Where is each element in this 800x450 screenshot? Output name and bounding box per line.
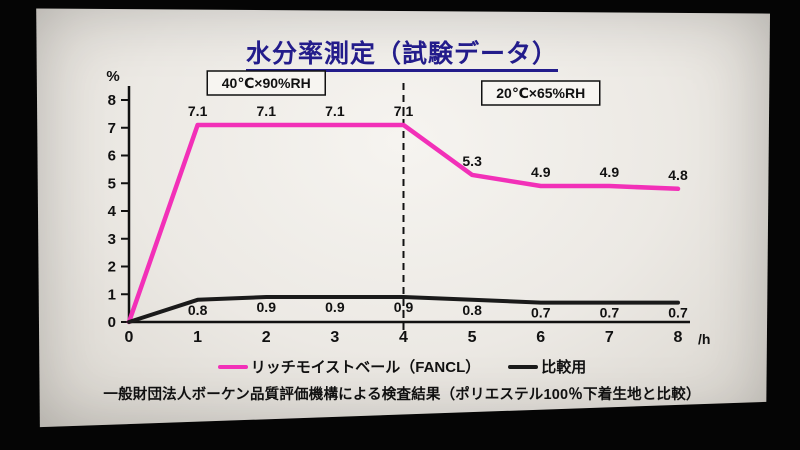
- point-label: 0.9: [325, 299, 345, 315]
- slide-title: 水分率測定（試験データ）: [245, 40, 558, 68]
- point-label: 0.7: [531, 305, 551, 321]
- point-label: 0.8: [188, 302, 208, 318]
- y-tick-label: 3: [108, 231, 116, 248]
- point-label: 4.8: [668, 167, 688, 183]
- point-label: 0.7: [600, 305, 620, 321]
- point-label: 0.7: [668, 305, 688, 321]
- x-tick-label: 2: [262, 329, 271, 346]
- chart-svg: % 0 1 2 3 4 5 6 7 8 0 1 2 3 4 5 6 7 8/h 7.1 7.1 7.1 7.1 5.3 4.9 4…: [106, 68, 710, 347]
- legend-label-fancl: リッチモイストベール（FANCL）: [250, 359, 481, 376]
- y-tick-label: 5: [108, 175, 116, 192]
- x-tick-label: 0: [125, 329, 134, 346]
- moisture-chart: % 0 1 2 3 4 5 6 7 8 0 1 2 3 4 5 6 7 8/h 7.1 7.1 7.1 7.1 5.3 4.9 4…: [78, 65, 718, 350]
- x-axis-unit: /h: [698, 331, 710, 347]
- point-label: 5.3: [462, 153, 482, 169]
- y-tick-label: 8: [108, 92, 116, 109]
- y-tick-label: 6: [108, 148, 116, 165]
- x-tick-label: 1: [193, 329, 202, 346]
- y-tick-label: 2: [108, 259, 116, 276]
- point-label: 0.9: [257, 299, 277, 315]
- legend-line-black: [508, 364, 539, 369]
- point-label: 4.9: [600, 164, 620, 180]
- legend-label-comparison: 比較用: [541, 359, 587, 376]
- condition-label: 40℃×90%RH: [222, 75, 311, 91]
- point-label: 7.1: [325, 103, 345, 119]
- y-tick-label: 1: [108, 286, 116, 303]
- y-tick-label: 4: [108, 203, 117, 220]
- legend-item-comparison: 比較用: [508, 356, 586, 377]
- point-label: 0.9: [394, 299, 414, 315]
- condition-label: 20℃×65%RH: [496, 85, 585, 101]
- series-line-1: [127, 295, 680, 324]
- y-tick-label: 7: [108, 120, 116, 137]
- x-tick-label: 8: [674, 329, 683, 346]
- condition-box: [206, 70, 326, 96]
- footer-note: 一般財団法人ボーケン品質評価機構による検査結果（ポリエステル100％下着生地と比…: [103, 387, 701, 403]
- point-label: 7.1: [188, 103, 208, 119]
- x-tick-label: 6: [536, 329, 545, 346]
- x-tick-label: 4: [399, 329, 408, 346]
- chart-legend: リッチモイストベール（FANCL） 比較用: [36, 356, 770, 377]
- point-label: 7.1: [394, 103, 414, 119]
- x-tick-label: 5: [468, 329, 477, 346]
- point-label: 7.1: [257, 103, 277, 119]
- y-tick-label: 0: [108, 314, 116, 331]
- point-label: 4.9: [531, 164, 551, 180]
- series-line-0: [126, 122, 681, 325]
- x-tick-label: 7: [605, 329, 614, 346]
- legend-item-fancl: リッチモイストベール（FANCL）: [217, 356, 481, 377]
- y-axis-unit: %: [106, 68, 119, 85]
- legend-line-pink: [217, 364, 248, 369]
- slide: 水分率測定（試験データ） % 0 1 2 3 4 5 6 7 8 0 1 2 3 4 5 6 7 8/h 7.1 7.1…: [36, 8, 770, 428]
- point-label: 0.8: [462, 302, 482, 318]
- x-tick-label: 3: [330, 329, 339, 346]
- condition-box: [481, 80, 601, 106]
